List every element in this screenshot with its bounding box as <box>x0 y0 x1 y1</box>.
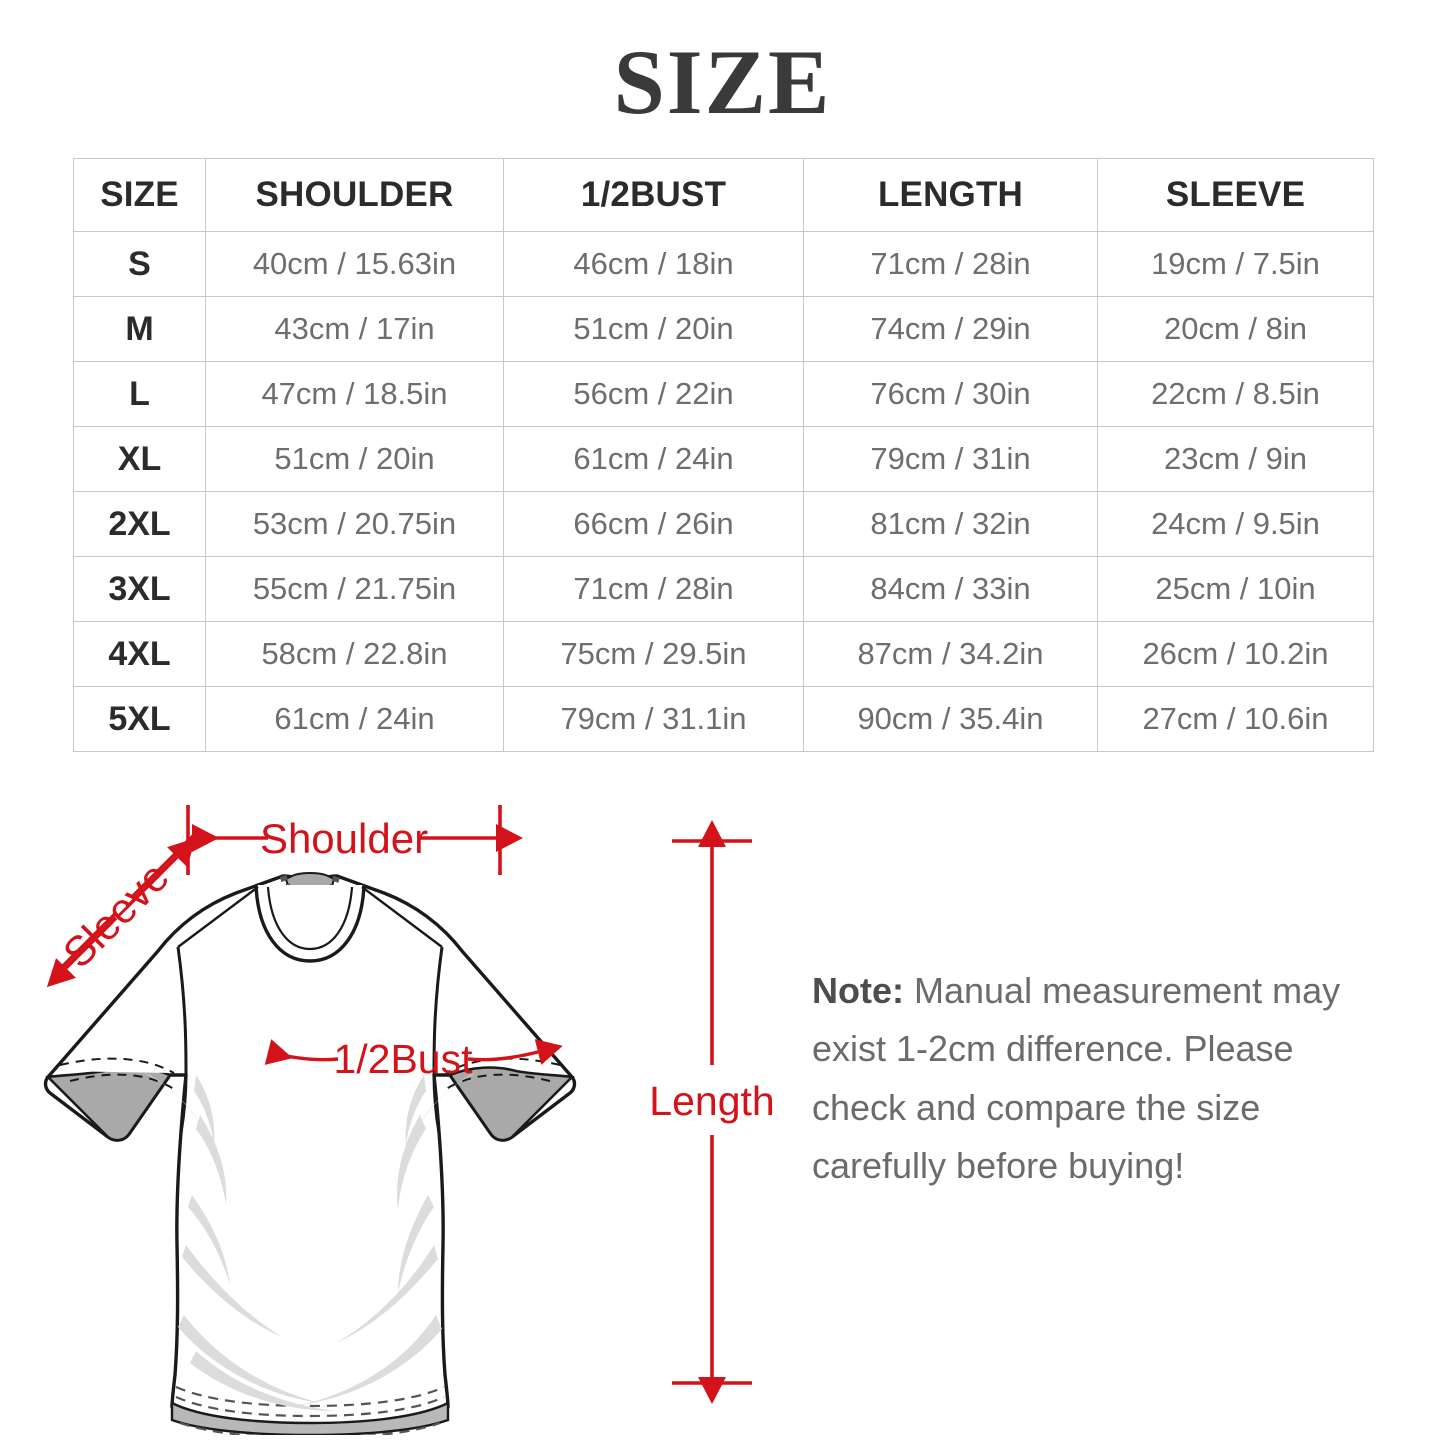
cell-shoulder: 43cm / 17in <box>205 296 504 362</box>
hem-stitch-2 <box>175 1395 445 1418</box>
table-row: M 43cm / 17in 51cm / 20in 74cm / 29in 20… <box>73 296 1374 362</box>
column-header-bust: 1/2BUST <box>503 158 804 232</box>
sleeve-stitch-right-2 <box>445 1073 551 1090</box>
table-row: 4XL 58cm / 22.8in 75cm / 29.5in 87cm / 3… <box>73 621 1374 687</box>
column-header-shoulder: SHOULDER <box>205 158 504 232</box>
cell-shoulder: 47cm / 18.5in <box>205 361 504 427</box>
fabric-shading <box>144 1073 476 1411</box>
column-header-size: SIZE <box>73 158 206 232</box>
cell-size: M <box>73 296 206 362</box>
column-header-sleeve: SLEEVE <box>1097 158 1374 232</box>
cell-length: 81cm / 32in <box>803 491 1098 557</box>
cell-bust: 51cm / 20in <box>503 296 804 362</box>
note-text: Manual measurement may exist 1-2cm diffe… <box>812 970 1341 1186</box>
bust-arrow-left <box>264 1039 339 1065</box>
cell-bust: 46cm / 18in <box>503 231 804 297</box>
label-shoulder: Shoulder <box>260 815 428 862</box>
label-length: Length <box>649 1078 774 1124</box>
cell-sleeve: 24cm / 9.5in <box>1097 491 1374 557</box>
table-row: 5XL 61cm / 24in 79cm / 31.1in 90cm / 35.… <box>73 686 1374 752</box>
cell-length: 79cm / 31in <box>803 426 1098 492</box>
table-header-row: SIZE SHOULDER 1/2BUST LENGTH SLEEVE <box>73 158 1374 232</box>
cell-bust: 79cm / 31.1in <box>503 686 804 752</box>
cell-length: 71cm / 28in <box>803 231 1098 297</box>
hem-stitch-1 <box>175 1385 445 1408</box>
table-body: S 40cm / 15.63in 46cm / 18in 71cm / 28in… <box>73 231 1374 752</box>
cell-bust: 61cm / 24in <box>503 426 804 492</box>
cell-length: 76cm / 30in <box>803 361 1098 427</box>
cell-bust: 75cm / 29.5in <box>503 621 804 687</box>
label-bust: 1/2Bust <box>333 1036 473 1082</box>
cell-sleeve: 19cm / 7.5in <box>1097 231 1374 297</box>
measurement-annotations <box>46 805 752 1404</box>
cell-size: 4XL <box>73 621 206 687</box>
collar-inner-edge <box>266 886 354 951</box>
cell-shoulder: 53cm / 20.75in <box>205 491 504 557</box>
cell-bust: 71cm / 28in <box>503 556 804 622</box>
cell-length: 90cm / 35.4in <box>803 686 1098 752</box>
sleeve-arrow-lower <box>46 916 118 988</box>
armhole-seam-left <box>176 946 188 1134</box>
cell-bust: 56cm / 22in <box>503 361 804 427</box>
cell-sleeve: 22cm / 8.5in <box>1097 361 1374 427</box>
armhole-seam-right <box>432 946 444 1134</box>
tshirt-illustration <box>43 871 577 1435</box>
cell-bust: 66cm / 26in <box>503 491 804 557</box>
size-table: SIZE SHOULDER 1/2BUST LENGTH SLEEVE S 40… <box>73 158 1374 752</box>
cell-shoulder: 40cm / 15.63in <box>205 231 504 297</box>
cell-shoulder: 51cm / 20in <box>205 426 504 492</box>
cell-size: 3XL <box>73 556 206 622</box>
note-label: Note: <box>812 970 904 1011</box>
cell-size: XL <box>73 426 206 492</box>
sleeve-hem-left <box>55 1063 172 1073</box>
table-row: S 40cm / 15.63in 46cm / 18in 71cm / 28in… <box>73 231 1374 297</box>
table-row: XL 51cm / 20in 61cm / 24in 79cm / 31in 2… <box>73 426 1374 492</box>
table-row: 3XL 55cm / 21.75in 71cm / 28in 84cm / 33… <box>73 556 1374 622</box>
tshirt-measurement-diagram: Shoulder Sleeve 1/2Bust Length <box>0 775 800 1435</box>
collar-outline <box>254 884 366 963</box>
bust-arrow-right <box>467 1039 563 1065</box>
cell-shoulder: 55cm / 21.75in <box>205 556 504 622</box>
cell-sleeve: 26cm / 10.2in <box>1097 621 1374 687</box>
cell-sleeve: 27cm / 10.6in <box>1097 686 1374 752</box>
sleeve-stitch-left-2 <box>69 1073 175 1090</box>
sleeve-cuff-right-inner <box>447 1066 575 1142</box>
column-header-length: LENGTH <box>803 158 1098 232</box>
table-row: L 47cm / 18.5in 56cm / 22in 76cm / 30in … <box>73 361 1374 427</box>
sleeve-arrow-upper <box>125 837 197 909</box>
cell-length: 87cm / 34.2in <box>803 621 1098 687</box>
table-header: SIZE SHOULDER 1/2BUST LENGTH SLEEVE <box>73 158 1374 232</box>
table-row: 2XL 53cm / 20.75in 66cm / 26in 81cm / 32… <box>73 491 1374 557</box>
cell-length: 74cm / 29in <box>803 296 1098 362</box>
cell-shoulder: 58cm / 22.8in <box>205 621 504 687</box>
shoulder-seam-left <box>177 886 259 948</box>
cell-size: 5XL <box>73 686 206 752</box>
cell-sleeve: 23cm / 9in <box>1097 426 1374 492</box>
cell-size: S <box>73 231 206 297</box>
cell-size: L <box>73 361 206 427</box>
measurement-note: Note: Manual measurement may exist 1-2cm… <box>812 962 1384 1195</box>
cell-sleeve: 20cm / 8in <box>1097 296 1374 362</box>
cell-sleeve: 25cm / 10in <box>1097 556 1374 622</box>
cell-shoulder: 61cm / 24in <box>205 686 504 752</box>
page-title: SIZE <box>613 31 832 133</box>
sleeve-stitch-left-1 <box>59 1057 175 1074</box>
cell-size: 2XL <box>73 491 206 557</box>
shoulder-seam-right <box>361 886 443 948</box>
cell-length: 84cm / 33in <box>803 556 1098 622</box>
